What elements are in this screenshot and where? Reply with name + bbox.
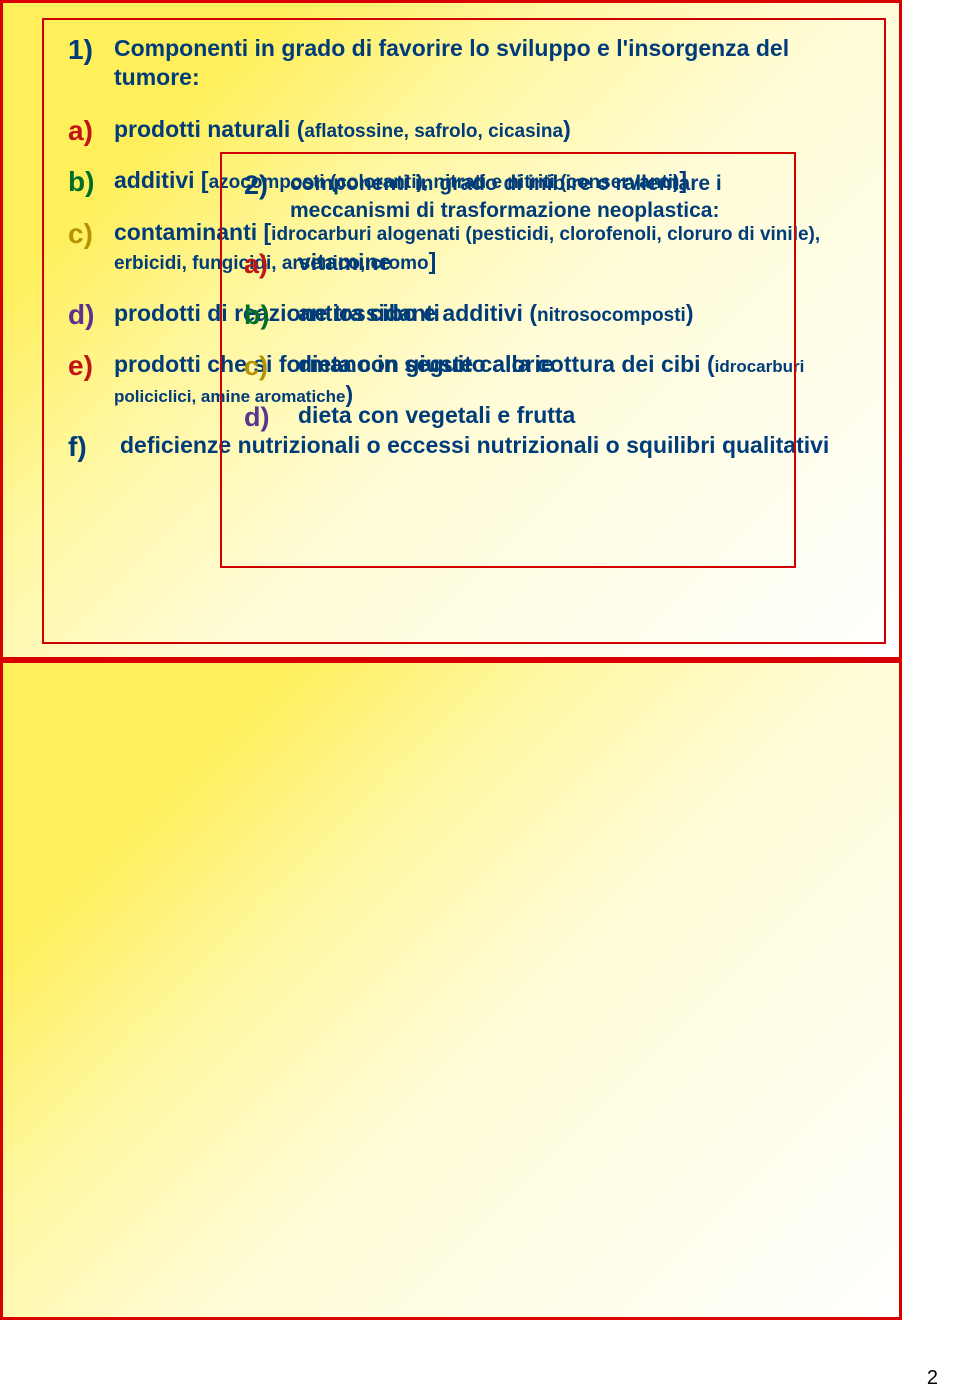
item-marker-d: d) (68, 299, 94, 331)
list-item: a) vitamine (244, 249, 774, 276)
item2-marker-c: c) (244, 351, 268, 382)
slide-2-title-marker: 2) (244, 170, 268, 201)
item2-text: vitamine (298, 249, 391, 275)
slide-2-title-text: componenti in grado di inibire o rallent… (290, 172, 722, 222)
item-tail: ) (563, 116, 571, 142)
item-marker-f: f) (68, 431, 87, 463)
item2-marker-d: d) (244, 402, 269, 433)
slide-2-title-item: 2) componenti in grado di inibire o rall… (244, 170, 774, 225)
item-bold: prodotti naturali ( (114, 116, 304, 142)
slide-1-title-item: 1) Componenti in grado di favorire lo sv… (68, 34, 862, 93)
slide-2-inner-box: 2) componenti in grado di inibire o rall… (220, 152, 796, 568)
item-marker-b: b) (68, 166, 94, 198)
item2-marker-b: b) (244, 300, 269, 331)
slide-2-frame: 2) componenti in grado di inibire o rall… (0, 660, 902, 1320)
item-marker-e: e) (68, 350, 93, 382)
page-number: 2 (927, 1367, 938, 1390)
list-item: c) dieta con giuste calorie (244, 351, 774, 378)
item2-marker-a: a) (244, 249, 268, 280)
item-sub: aflatossine, safrolo, cicasina (304, 121, 563, 142)
item-text: prodotti naturali (aflatossine, safrolo,… (114, 116, 571, 142)
list-item: b) antiossidanti (244, 300, 774, 327)
item-marker-a: a) (68, 115, 93, 147)
item-bold: additivi [ (114, 167, 209, 193)
item2-text: antiossidanti (298, 300, 440, 326)
list-item: a) prodotti naturali (aflatossine, safro… (68, 115, 862, 144)
page: 1) Componenti in grado di favorire lo sv… (0, 0, 960, 1398)
slide-1-title-marker: 1) (68, 34, 93, 66)
slide-1-title-text: Componenti in grado di favorire lo svilu… (114, 35, 789, 90)
item2-text: dieta con vegetali e frutta (298, 402, 575, 428)
slide-2-list: 2) componenti in grado di inibire o rall… (244, 170, 774, 429)
list-item: d) dieta con vegetali e frutta (244, 402, 774, 429)
item-marker-c: c) (68, 218, 93, 250)
item2-text: dieta con giuste calorie (298, 351, 554, 377)
